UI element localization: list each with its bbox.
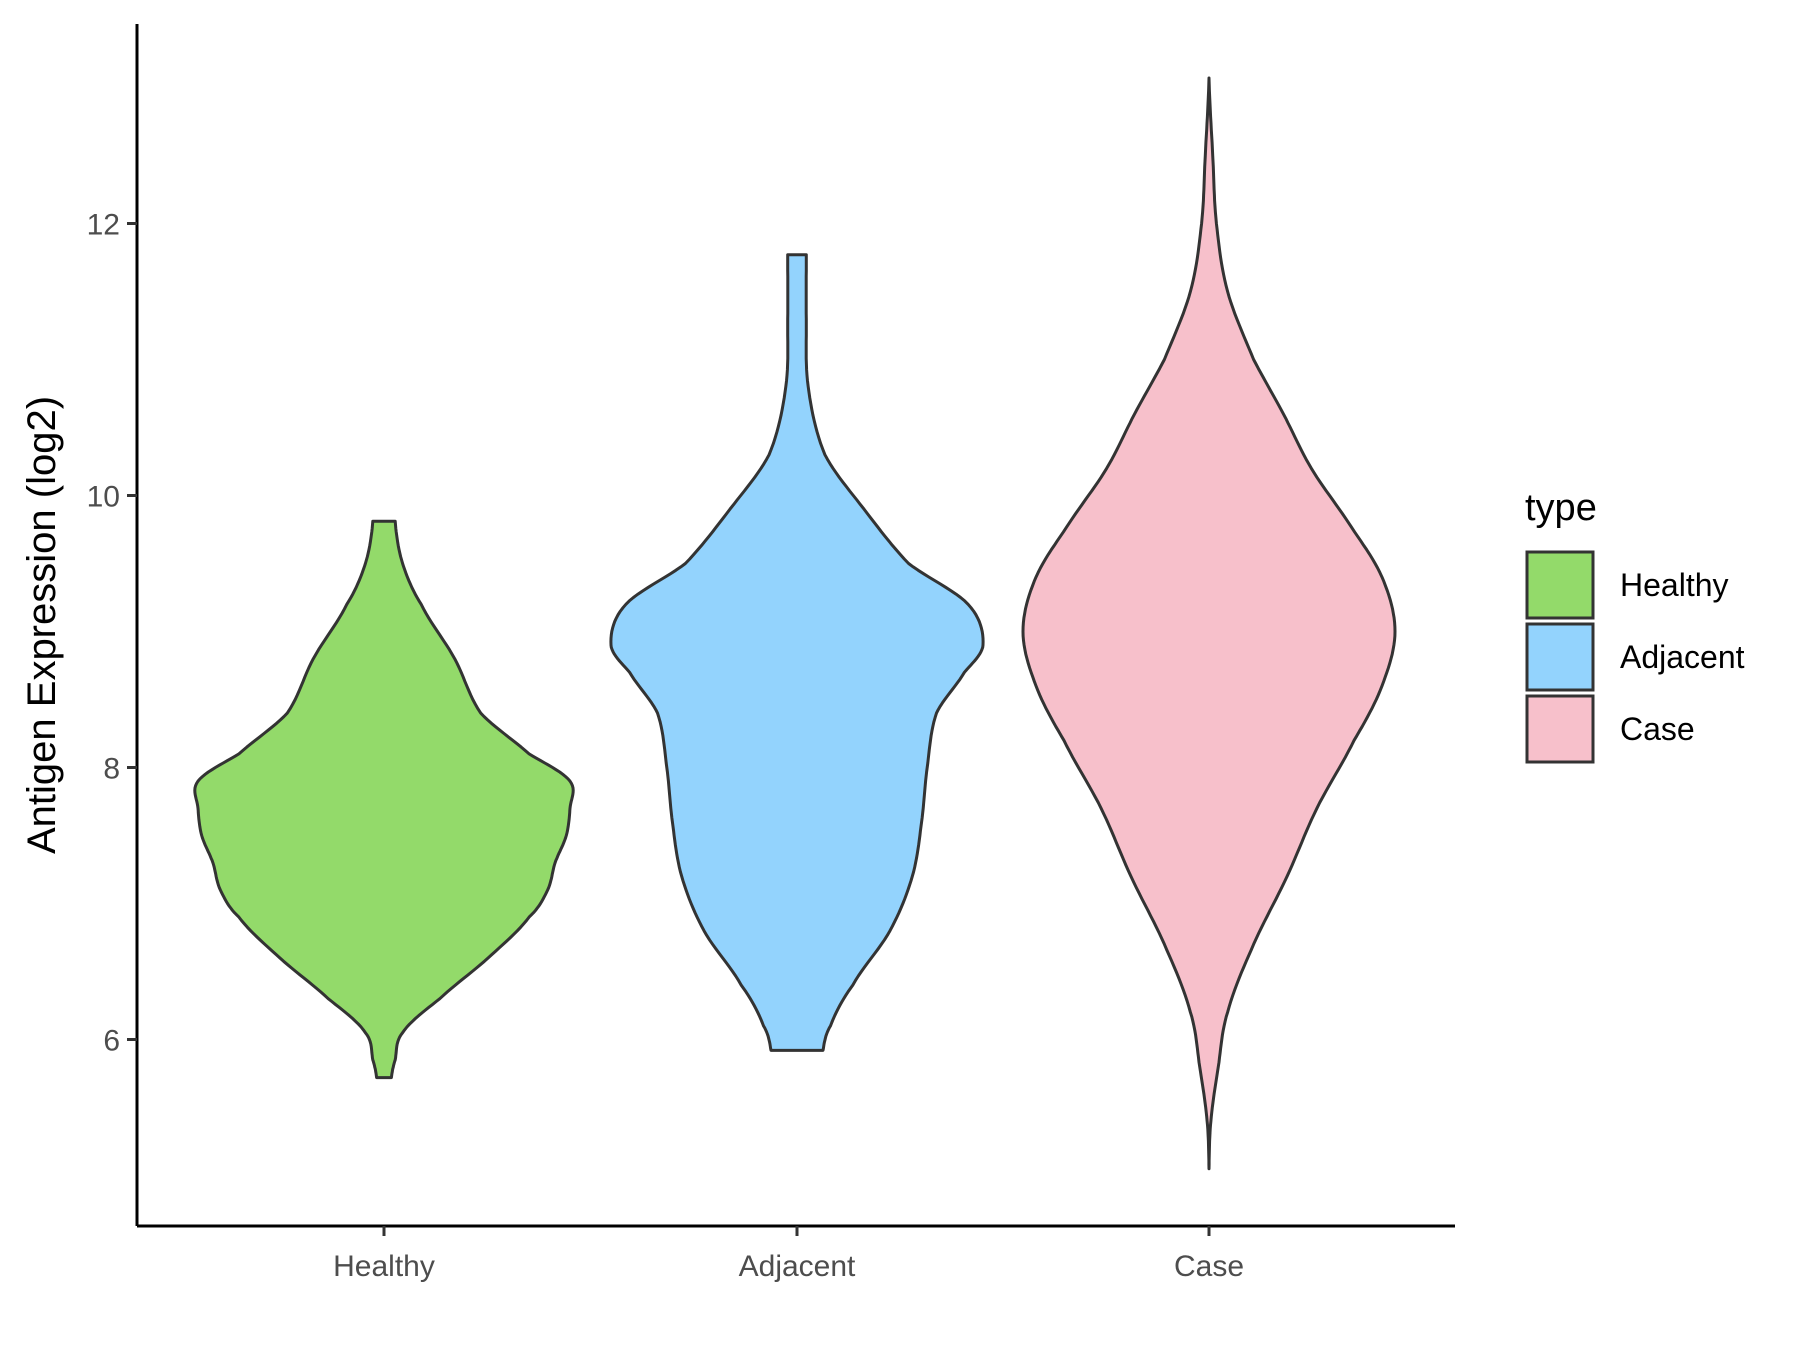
legend-label-adjacent: Adjacent [1620,639,1745,675]
legend-title: type [1525,487,1597,529]
legend-key-healthy [1525,550,1595,620]
y-tick-label: 8 [103,753,120,786]
x-tick-label-adjacent: Adjacent [739,1250,856,1283]
y-axis-title: Antigen Expression (log2) [20,396,64,854]
y-ticks-group: 6 8 10 12 [87,209,137,1058]
violin-case [1021,76,1397,1171]
violins-group [193,76,1397,1171]
y-tick-label: 6 [103,1025,120,1058]
y-tick-label: 12 [87,209,120,242]
y-tick-label: 10 [87,481,120,514]
x-ticks-group: Healthy Adjacent Case [333,1226,1244,1283]
x-tick-label-healthy: Healthy [333,1250,435,1283]
violin-adjacent [609,253,985,1052]
legend-label-healthy: Healthy [1620,567,1729,603]
x-tick-label-case: Case [1174,1250,1244,1283]
violin-healthy [193,519,575,1080]
legend-label-case: Case [1620,711,1695,747]
legend: type Healthy Adjacent Case [1525,487,1745,764]
legend-key-adjacent [1525,622,1595,692]
legend-key-case [1525,694,1595,764]
